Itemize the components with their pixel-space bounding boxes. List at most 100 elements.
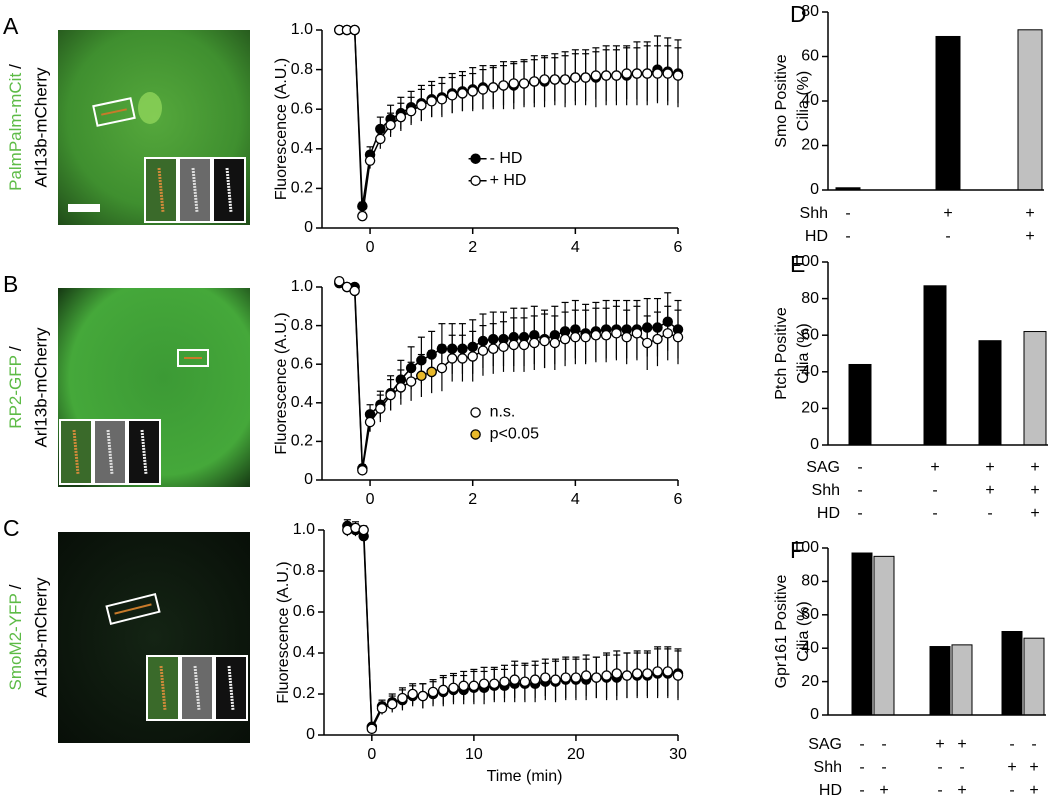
y-axis-label: Cilia (%) <box>795 323 812 383</box>
data-point <box>529 76 540 87</box>
data-point <box>559 74 571 85</box>
y-tick-label: 0 <box>304 471 313 488</box>
data-point <box>621 670 633 681</box>
y-tick-label: 20 <box>801 400 819 417</box>
condition-sign: - <box>845 205 850 222</box>
data-point <box>600 329 612 341</box>
legend-label: n.s. <box>490 404 516 421</box>
bar <box>1017 29 1043 191</box>
x-tick-label: 2 <box>468 491 477 508</box>
x-tick-label: 0 <box>366 491 375 508</box>
y-axis-label: Ptch Positive <box>773 307 790 400</box>
inset-cilium <box>140 429 148 475</box>
data-point <box>631 328 643 339</box>
data-point <box>559 333 571 345</box>
condition-sign: - <box>857 459 862 476</box>
condition-sign: - <box>1031 736 1036 753</box>
data-point <box>518 78 530 89</box>
y-tick-label: 0 <box>304 219 313 236</box>
condition-sign: + <box>1029 782 1038 799</box>
y-axis-label: Fluorescence (A.U.) <box>273 58 290 200</box>
data-point <box>621 331 632 343</box>
y-tick-label: 40 <box>801 363 819 380</box>
condition-sign: - <box>937 782 942 799</box>
data-point <box>386 699 398 710</box>
data-point <box>446 353 458 364</box>
data-point <box>652 666 663 677</box>
roi-box <box>92 97 136 127</box>
green-label: RP2-GFP <box>6 355 25 429</box>
legend-label: p<0.05 <box>490 426 539 443</box>
y-tick-label: 0.2 <box>293 685 315 702</box>
bar <box>951 644 973 716</box>
condition-label: HD <box>817 505 840 522</box>
data-point <box>519 676 531 687</box>
data-point <box>641 337 653 349</box>
legend-marker <box>470 429 481 440</box>
y-tick-label: 0.4 <box>291 140 313 157</box>
condition-sign: - <box>932 505 937 522</box>
data-point <box>385 389 396 401</box>
condition-sign: + <box>1025 228 1034 245</box>
data-point <box>375 403 386 414</box>
condition-sign: - <box>857 505 862 522</box>
condition-sign: + <box>985 459 994 476</box>
y-tick-label: 40 <box>801 92 819 109</box>
bar <box>873 555 895 716</box>
y-tick-label: 40 <box>801 639 819 656</box>
x-tick-label: 10 <box>465 746 483 763</box>
data-point <box>375 123 386 135</box>
data-point <box>570 672 582 683</box>
data-point <box>550 674 561 685</box>
y-tick-label: 0.6 <box>293 603 315 620</box>
y-tick-label: 0.8 <box>291 61 313 78</box>
data-point <box>366 723 378 735</box>
data-point <box>416 370 427 382</box>
channel-label: SmoM2-YFP / <box>6 584 25 690</box>
panel-letter: A <box>3 13 19 39</box>
condition-sign: + <box>957 736 966 753</box>
panel-letter: E <box>790 251 805 277</box>
condition-label: SAG <box>808 736 842 753</box>
condition-sign: - <box>857 482 862 499</box>
data-point <box>580 72 591 83</box>
data-point <box>467 351 478 362</box>
data-point <box>600 70 612 81</box>
data-point <box>395 382 407 393</box>
y-axis-label: Cilia (%) <box>795 71 812 131</box>
data-point <box>590 329 602 341</box>
y-tick-label: 0.8 <box>291 317 313 334</box>
legend-marker <box>470 407 481 418</box>
bar <box>848 363 872 446</box>
bar <box>923 285 947 446</box>
data-point <box>560 672 571 683</box>
series-line <box>347 527 679 730</box>
data-point <box>477 335 489 347</box>
x-axis-label: Time (min) <box>487 768 563 785</box>
data-point <box>357 210 368 222</box>
data-point <box>662 68 673 79</box>
condition-label: HD <box>819 782 842 799</box>
y-tick-label: 0 <box>810 436 819 453</box>
condition-sign: + <box>957 782 966 799</box>
data-point <box>436 94 448 105</box>
y-tick-label: 0.2 <box>291 180 313 197</box>
roi-box <box>105 593 161 625</box>
data-point <box>601 670 612 681</box>
data-point <box>508 339 520 351</box>
condition-label: Shh <box>800 205 828 222</box>
data-point <box>662 328 673 339</box>
data-point <box>509 674 520 685</box>
panel-letter: C <box>3 515 20 541</box>
data-point <box>580 670 592 681</box>
cell-spot <box>138 92 162 124</box>
data-point <box>477 84 489 95</box>
condition-sign: + <box>1030 505 1039 522</box>
data-point <box>426 366 437 378</box>
legend-marker <box>470 175 481 186</box>
y-tick-label: 0.4 <box>293 644 315 661</box>
condition-sign: + <box>1030 459 1039 476</box>
data-point <box>549 337 561 349</box>
inset-cilium <box>72 429 80 475</box>
